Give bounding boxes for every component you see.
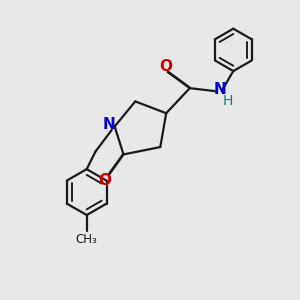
Text: CH₃: CH₃	[76, 233, 98, 246]
Text: N: N	[103, 118, 116, 133]
Text: O: O	[160, 58, 173, 74]
Text: N: N	[214, 82, 226, 97]
Text: H: H	[223, 94, 233, 108]
Text: O: O	[98, 173, 111, 188]
